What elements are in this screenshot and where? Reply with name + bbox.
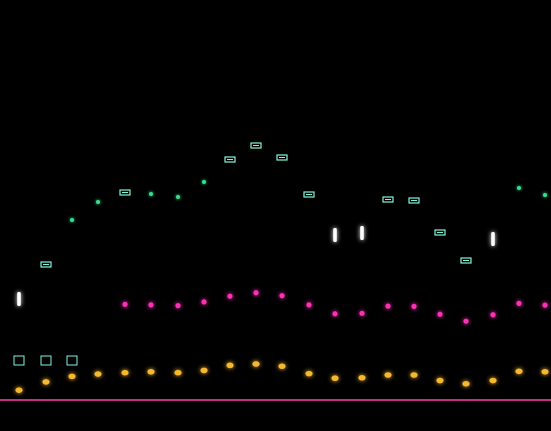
lane-pulse-glow <box>175 303 181 309</box>
note-bead <box>410 372 418 378</box>
note-bead <box>358 374 366 381</box>
lane-cap-bracket <box>460 257 472 264</box>
lane-19 <box>490 232 496 342</box>
lane-pulse-glow <box>516 300 522 306</box>
lane-cap-bracket <box>382 196 394 203</box>
lane-cap-dot <box>517 186 521 190</box>
lane-pulse-glow <box>542 302 548 308</box>
note-bead <box>68 373 76 380</box>
lane-4 <box>96 200 100 342</box>
lane-pulse-glow <box>122 301 128 307</box>
lane-16 <box>408 197 420 342</box>
lane-base-marker <box>40 355 52 366</box>
lanes-group <box>13 142 548 366</box>
note-bead <box>174 369 182 376</box>
lane-cap-bracket <box>119 189 131 196</box>
lane-14 <box>359 226 365 342</box>
note-bead <box>278 363 286 370</box>
lane-1 <box>13 292 25 366</box>
note-bead <box>384 372 392 378</box>
lane-11 <box>276 154 288 342</box>
lane-cap-bracket <box>250 142 262 149</box>
lane-10 <box>250 142 262 342</box>
note-bead <box>42 379 50 385</box>
lane-cap-dot <box>176 195 180 199</box>
lane-cap-bracket <box>434 229 446 236</box>
lane-cap-bracket <box>40 261 52 268</box>
lane-pulse-glow <box>359 310 365 316</box>
lane-pulse-glow <box>332 311 338 317</box>
lane-cap-white <box>333 228 337 242</box>
lane-9 <box>224 156 236 342</box>
lane-pulse-glow <box>411 303 417 309</box>
note-bead <box>305 370 313 377</box>
lane-5 <box>119 189 131 342</box>
lane-12 <box>303 191 315 342</box>
lane-pulse-glow <box>253 290 259 296</box>
lane-18 <box>460 257 472 342</box>
lane-cap-bracket <box>303 191 315 198</box>
note-bead <box>226 362 234 369</box>
lane-13 <box>332 228 338 342</box>
lane-pulse-glow <box>490 312 496 318</box>
lane-cap-dot <box>70 218 74 222</box>
note-bead <box>489 377 497 384</box>
lane-7 <box>175 195 181 342</box>
note-bead <box>252 361 260 367</box>
lane-pulse-glow <box>279 293 285 299</box>
lane-pulse-glow <box>201 299 207 305</box>
lane-pulse-glow <box>306 302 312 308</box>
note-bead <box>515 368 523 375</box>
lane-cap-bracket <box>408 197 420 204</box>
note-bead <box>541 368 549 375</box>
lane-pulse-glow <box>437 311 443 317</box>
lane-pulse-glow <box>385 303 391 309</box>
lane-cap-white <box>17 292 21 306</box>
lane-cap-dot <box>202 180 206 184</box>
lane-pulse-glow <box>463 318 469 324</box>
note-beads-group <box>15 361 549 393</box>
lane-2 <box>40 261 52 366</box>
lane-cap-dot <box>96 200 100 204</box>
lane-21 <box>542 193 548 342</box>
note-bead <box>331 375 339 382</box>
note-bead <box>462 380 470 387</box>
lane-base-marker <box>13 355 25 366</box>
lane-cap-bracket <box>276 154 288 161</box>
lane-pulse-glow <box>227 293 233 299</box>
lane-3 <box>66 218 78 366</box>
note-bead <box>200 367 208 374</box>
lane-cap-white <box>491 232 495 246</box>
lane-6 <box>148 192 154 342</box>
note-bead <box>147 368 155 375</box>
note-bead <box>436 377 444 384</box>
lane-base-marker <box>66 355 78 366</box>
lane-20 <box>516 186 522 342</box>
note-bead <box>15 387 23 393</box>
lane-cap-white <box>360 226 364 240</box>
note-bead <box>94 371 102 377</box>
lane-cap-bracket <box>224 156 236 163</box>
note-bead <box>121 369 129 376</box>
lane-cap-dot <box>543 193 547 197</box>
lane-17 <box>434 229 446 342</box>
lane-pulse-glow <box>148 302 154 308</box>
lane-15 <box>382 196 394 342</box>
lane-cap-dot <box>149 192 153 196</box>
lane-8 <box>201 180 207 342</box>
